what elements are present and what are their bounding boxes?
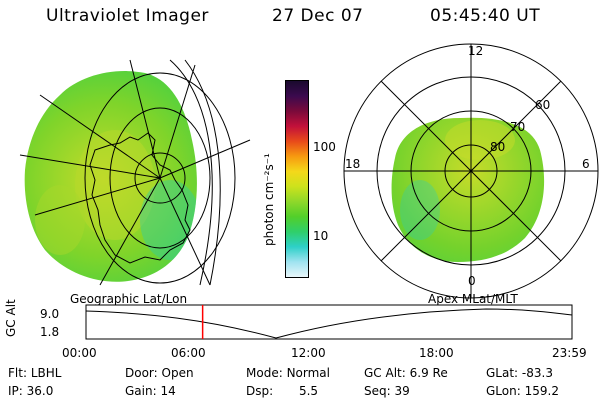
altitude-timeline: [85, 304, 573, 340]
geographic-map: [19, 59, 251, 286]
gcalt-value: 6.9 Re: [409, 366, 448, 380]
colorbar-tick-10: 10: [313, 229, 329, 243]
mlt-label-12: 12: [468, 44, 484, 58]
colorbar: [285, 80, 309, 278]
glon-value: 159.2: [524, 384, 559, 398]
flt-label: Flt:: [8, 366, 27, 380]
date-label: 27 Dec 07: [272, 6, 364, 26]
seq-field: Seq: 39: [364, 384, 410, 398]
timeline-tick-0600: 06:00: [171, 346, 206, 360]
coastline: [89, 132, 191, 264]
dsp-label: Dsp:: [246, 384, 274, 398]
altitude-curve: [85, 308, 573, 339]
mode-value: Normal: [286, 366, 330, 380]
gcalt-field: GC Alt: 6.9 Re: [364, 366, 448, 380]
colorbar-tick-100: 100: [313, 140, 336, 154]
aurora-image-polar: [391, 117, 545, 263]
timeline-ymin: 1.8: [40, 325, 60, 339]
flt-field: Flt: LBHL: [8, 366, 61, 380]
mlat-label-60: 60: [535, 98, 551, 112]
glat-label: GLat:: [486, 366, 519, 380]
door-label: Door:: [125, 366, 158, 380]
mlat-label-80: 80: [490, 140, 506, 154]
glat-value: -83.3: [521, 366, 553, 380]
gain-label: Gain:: [125, 384, 157, 398]
mlt-label-0: 0: [468, 274, 476, 288]
timeline-axis-label: GC Alt: [4, 299, 18, 337]
ip-value: 36.0: [26, 384, 54, 398]
timeline-ymax: 9.0: [40, 307, 60, 321]
glat-field: GLat: -83.3: [486, 366, 553, 380]
ip-label: IP:: [8, 384, 23, 398]
polar-grid: [343, 43, 599, 299]
timeline-tick-2359: 23:59: [552, 346, 587, 360]
mlat-label-70: 70: [510, 120, 526, 134]
aurora-image-geographic: [24, 71, 197, 282]
dsp-value: 5.5: [298, 384, 319, 398]
polar-map-title: Apex MLat/MLT: [428, 292, 518, 306]
polar-plot: [343, 43, 599, 299]
timeline-tick-1800: 18:00: [419, 346, 454, 360]
instrument-title: Ultraviolet Imager: [46, 6, 209, 26]
gcalt-label: GC Alt:: [364, 366, 406, 380]
seq-value: 39: [394, 384, 410, 398]
flt-value: LBHL: [30, 366, 62, 380]
colorbar-unit-label: photon cm⁻²s⁻¹: [262, 153, 276, 246]
door-value: Open: [161, 366, 194, 380]
mode-label: Mode:: [246, 366, 283, 380]
seq-label: Seq:: [364, 384, 391, 398]
dsp-field: Dsp: 5.5: [246, 384, 318, 398]
mlt-label-18: 18: [345, 157, 361, 171]
gain-value: 14: [160, 384, 176, 398]
timeline-tick-1200: 12:00: [291, 346, 326, 360]
time-label: 05:45:40 UT: [430, 6, 541, 26]
glon-label: GLon:: [486, 384, 521, 398]
gain-field: Gain: 14: [125, 384, 176, 398]
geographic-map-title: Geographic Lat/Lon: [70, 292, 188, 306]
glon-field: GLon: 159.2: [486, 384, 559, 398]
ip-field: IP: 36.0: [8, 384, 53, 398]
timeline-frame: [85, 304, 573, 340]
door-field: Door: Open: [125, 366, 194, 380]
mlt-label-6: 6: [582, 157, 590, 171]
mode-field: Mode: Normal: [246, 366, 330, 380]
timeline-tick-0000: 00:00: [62, 346, 97, 360]
